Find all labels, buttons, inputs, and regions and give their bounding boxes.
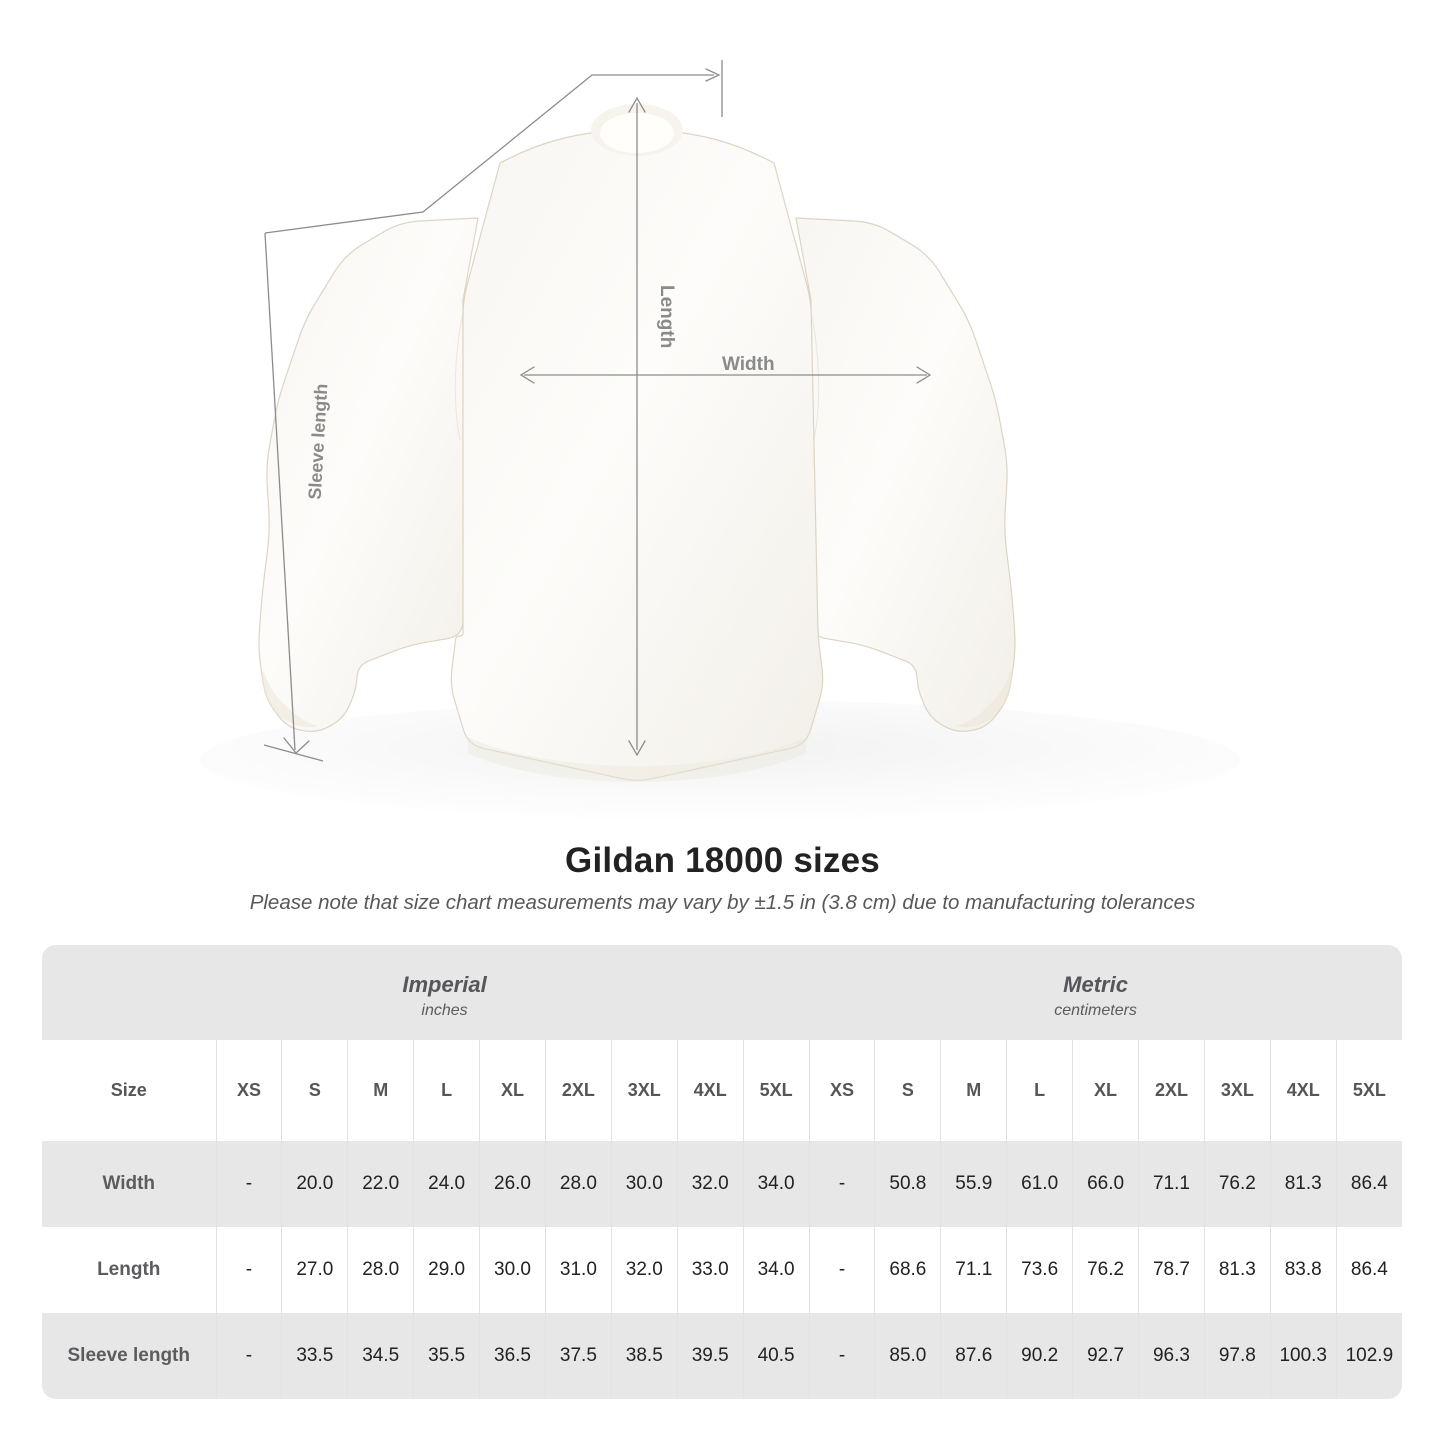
- svg-text:Width: Width: [722, 354, 775, 375]
- svg-text:Length: Length: [656, 285, 677, 348]
